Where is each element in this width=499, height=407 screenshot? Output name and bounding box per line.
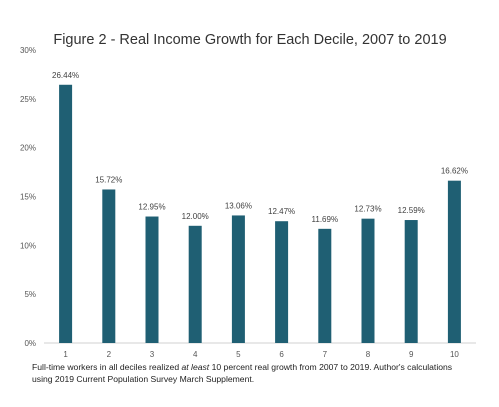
data-label: 13.06%	[225, 201, 252, 210]
data-label: 12.47%	[268, 207, 295, 216]
bar	[361, 218, 375, 343]
x-tick-label: 4	[193, 350, 198, 359]
footnote-text-2: 10 percent real growth from 2007 to 2019…	[32, 362, 453, 384]
bar	[59, 84, 73, 343]
y-tick-label: 5%	[24, 290, 36, 299]
data-label: 12.95%	[138, 203, 165, 212]
data-label: 15.72%	[95, 175, 122, 184]
bar	[188, 225, 202, 343]
y-axis: 0% 5% 10% 15% 20% 25% 30%	[20, 46, 36, 348]
footnote-emphasis: at least	[181, 362, 210, 372]
data-label: 12.73%	[354, 205, 381, 214]
bar	[231, 215, 245, 343]
chart-footnote: Full-time workers in all deciles realize…	[32, 362, 472, 385]
bar	[447, 180, 461, 343]
bars: 26.44% 15.72% 12.95% 12.00% 13.06% 12.47% 11.6…	[52, 71, 468, 343]
x-tick-label: 10	[450, 350, 459, 359]
x-tick-label: 9	[409, 350, 414, 359]
data-label: 12.59%	[398, 206, 425, 215]
bar	[145, 216, 159, 343]
y-tick-label: 25%	[20, 95, 36, 104]
data-label: 16.62%	[441, 167, 468, 176]
y-tick-label: 15%	[20, 193, 36, 202]
x-tick-label: 6	[279, 350, 284, 359]
data-label: 11.69%	[312, 215, 339, 224]
chart-title: Figure 2 - Real Income Growth for Each D…	[53, 32, 446, 48]
y-tick-label: 30%	[20, 46, 36, 55]
x-tick-label: 8	[366, 350, 371, 359]
data-label: 12.00%	[182, 212, 209, 221]
x-tick-label: 3	[150, 350, 155, 359]
y-tick-label: 20%	[20, 144, 36, 153]
x-axis: 1 2 3 4 5 6 7 8 9 10	[63, 350, 459, 359]
bar	[102, 189, 116, 343]
y-tick-label: 0%	[24, 339, 36, 348]
y-tick-label: 10%	[20, 241, 36, 250]
x-tick-label: 1	[63, 350, 68, 359]
x-tick-label: 7	[323, 350, 328, 359]
x-tick-label: 2	[107, 350, 112, 359]
data-label: 26.44%	[52, 71, 79, 80]
bar	[404, 220, 418, 343]
x-tick-label: 5	[236, 350, 241, 359]
bar	[275, 221, 289, 343]
bar	[318, 228, 332, 343]
footnote-text-1: Full-time workers in all deciles realize…	[32, 362, 182, 372]
